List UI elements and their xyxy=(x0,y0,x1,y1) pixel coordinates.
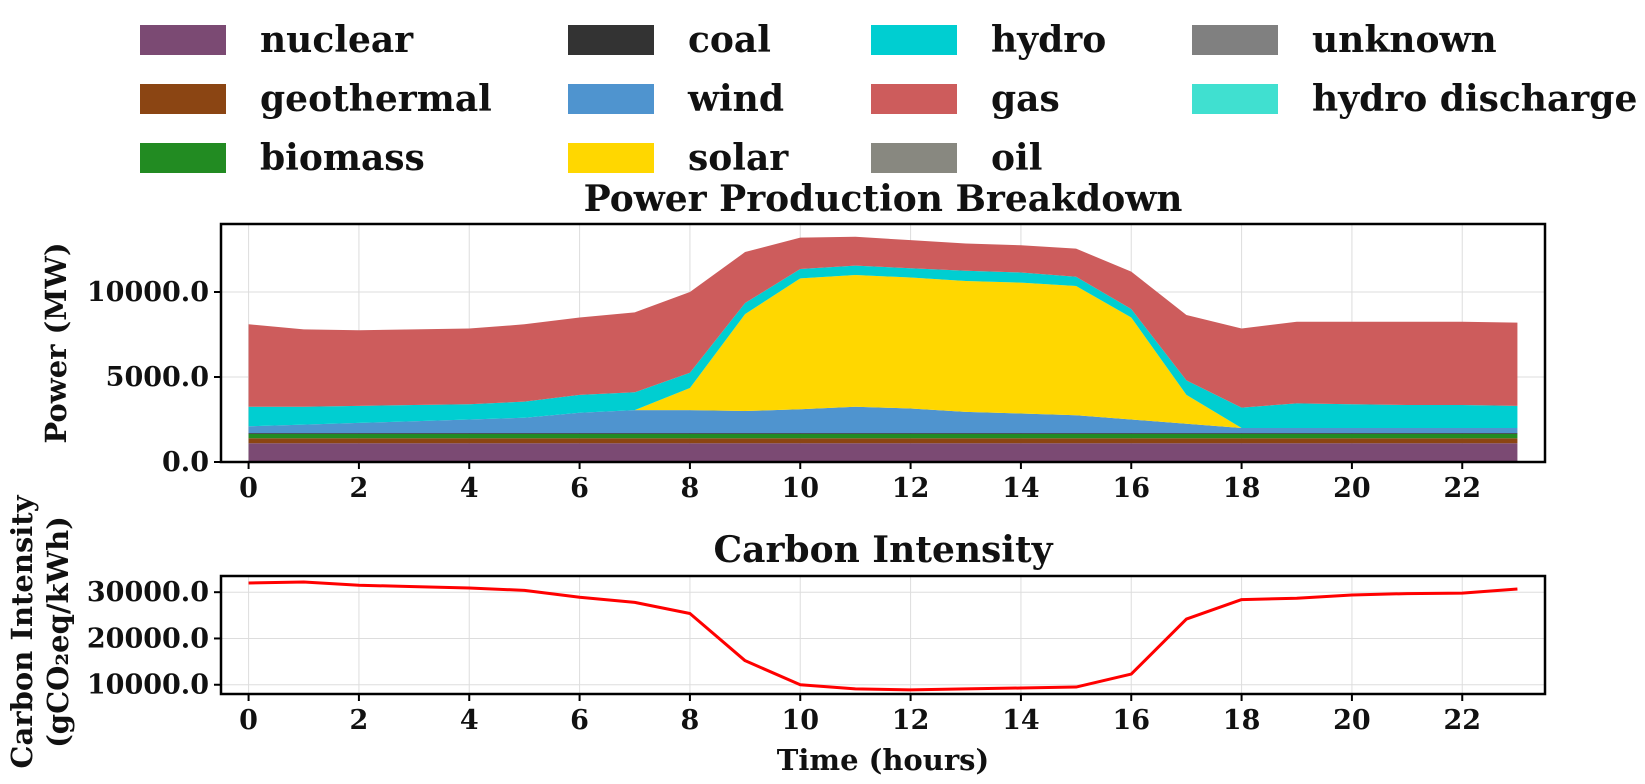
power-area-stack xyxy=(248,236,1518,462)
power-ytick-label-2: 10000.0 xyxy=(87,277,209,308)
carbon-grid xyxy=(221,576,1545,694)
carbon-xtick-label-4: 4 xyxy=(460,705,479,736)
legend-label-geothermal: geothermal xyxy=(260,78,492,120)
carbon-line-layer xyxy=(248,580,1518,692)
carbon-intensity-line xyxy=(248,580,1518,692)
legend-swatch-hydro xyxy=(871,25,957,55)
power-xtick-label-12: 12 xyxy=(892,473,930,504)
power-xtick-label-16: 16 xyxy=(1112,473,1150,504)
carbon-xtick-label-20: 20 xyxy=(1333,705,1371,736)
legend-swatch-solar xyxy=(568,143,654,173)
carbon-xtick-label-10: 10 xyxy=(781,705,819,736)
power-xtick-label-18: 18 xyxy=(1223,473,1261,504)
legend-label-nuclear: nuclear xyxy=(260,19,414,61)
carbon-ytick-label-1: 20000.0 xyxy=(87,623,209,654)
power-xtick-label-14: 14 xyxy=(1002,473,1040,504)
power-xtick-label-10: 10 xyxy=(781,473,819,504)
legend-label-biomass: biomass xyxy=(260,137,425,179)
power-y-axis-label: Power (MW) xyxy=(39,242,73,443)
area-nuclear xyxy=(248,443,1518,462)
carbon-ticks: 0 2 4 6 8 10 12 14 16 18 20 22 10000.0 20000.0 30000.0 xyxy=(87,577,1481,736)
legend-swatch-hydro-discharge xyxy=(1192,84,1278,114)
power-xtick-label-20: 20 xyxy=(1333,473,1371,504)
legend-label-hydro-discharge: hydro discharge xyxy=(1312,78,1637,120)
carbon-chart-title: Carbon Intensity xyxy=(713,529,1053,571)
area-geothermal xyxy=(248,438,1518,444)
legend-swatch-nuclear xyxy=(140,25,226,55)
legend-swatch-geothermal xyxy=(140,84,226,114)
carbon-xtick-label-12: 12 xyxy=(892,705,930,736)
power-xtick-label-0: 0 xyxy=(239,473,258,504)
carbon-x-axis-label: Time (hours) xyxy=(777,743,989,777)
area-hydro xyxy=(248,265,1518,428)
power-ytick-label-0: 0.0 xyxy=(162,447,209,478)
carbon-xtick-label-8: 8 xyxy=(681,705,700,736)
area-coal xyxy=(248,433,1518,434)
area-solar xyxy=(248,275,1518,428)
power-ticks: 0 2 4 6 8 10 12 14 16 18 20 22 0.0 5000.0 10000.0 xyxy=(87,277,1481,504)
carbon-ytick-label-2: 30000.0 xyxy=(87,577,209,608)
carbon-xtick-label-14: 14 xyxy=(1002,705,1040,736)
carbon-xtick-label-18: 18 xyxy=(1223,705,1261,736)
legend-label-coal: coal xyxy=(688,19,771,61)
carbon-ytick-label-0: 10000.0 xyxy=(87,670,209,701)
legend-label-hydro: hydro xyxy=(991,19,1106,61)
carbon-xtick-label-6: 6 xyxy=(570,705,589,736)
power-chart-title: Power Production Breakdown xyxy=(584,178,1183,220)
legend-label-wind: wind xyxy=(687,78,784,120)
carbon-y-axis-label-line2: (gCO₂eq/kWh) xyxy=(41,516,75,748)
legend-swatch-wind xyxy=(568,84,654,114)
legend-label-solar: solar xyxy=(688,137,789,179)
power-axes-frame xyxy=(219,222,1547,464)
carbon-xtick-label-0: 0 xyxy=(239,705,258,736)
power-xtick-label-22: 22 xyxy=(1443,473,1481,504)
carbon-xtick-label-2: 2 xyxy=(350,705,369,736)
legend-swatch-gas xyxy=(871,84,957,114)
carbon-xtick-label-16: 16 xyxy=(1112,705,1150,736)
power-xtick-label-2: 2 xyxy=(350,473,369,504)
legend: nuclear geothermal biomass coal wind solar hyd… xyxy=(140,19,1637,179)
legend-label-unknown: unknown xyxy=(1312,19,1497,61)
power-xtick-label-4: 4 xyxy=(460,473,479,504)
power-production-chart: 0 2 4 6 8 10 12 14 16 18 20 22 0.0 5000.0 10000.0 Powe… xyxy=(39,178,1547,504)
carbon-axes-frame xyxy=(219,574,1547,696)
legend-label-oil: oil xyxy=(991,137,1042,179)
area-gas xyxy=(248,236,1518,408)
power-xtick-label-6: 6 xyxy=(570,473,589,504)
area-wind xyxy=(248,406,1518,434)
carbon-intensity-chart: 0 2 4 6 8 10 12 14 16 18 20 22 10000.0 20000.0 30000.0… xyxy=(5,494,1547,777)
area-biomass xyxy=(248,433,1518,439)
carbon-xtick-label-22: 22 xyxy=(1443,705,1481,736)
power-xtick-label-8: 8 xyxy=(681,473,700,504)
carbon-y-axis-label-line1: Carbon Intensity xyxy=(5,494,39,768)
legend-swatch-oil xyxy=(871,143,957,173)
legend-swatch-unknown xyxy=(1192,25,1278,55)
legend-swatch-biomass xyxy=(140,143,226,173)
legend-label-gas: gas xyxy=(991,78,1060,120)
power-ytick-label-1: 5000.0 xyxy=(106,362,209,393)
legend-swatch-coal xyxy=(568,25,654,55)
